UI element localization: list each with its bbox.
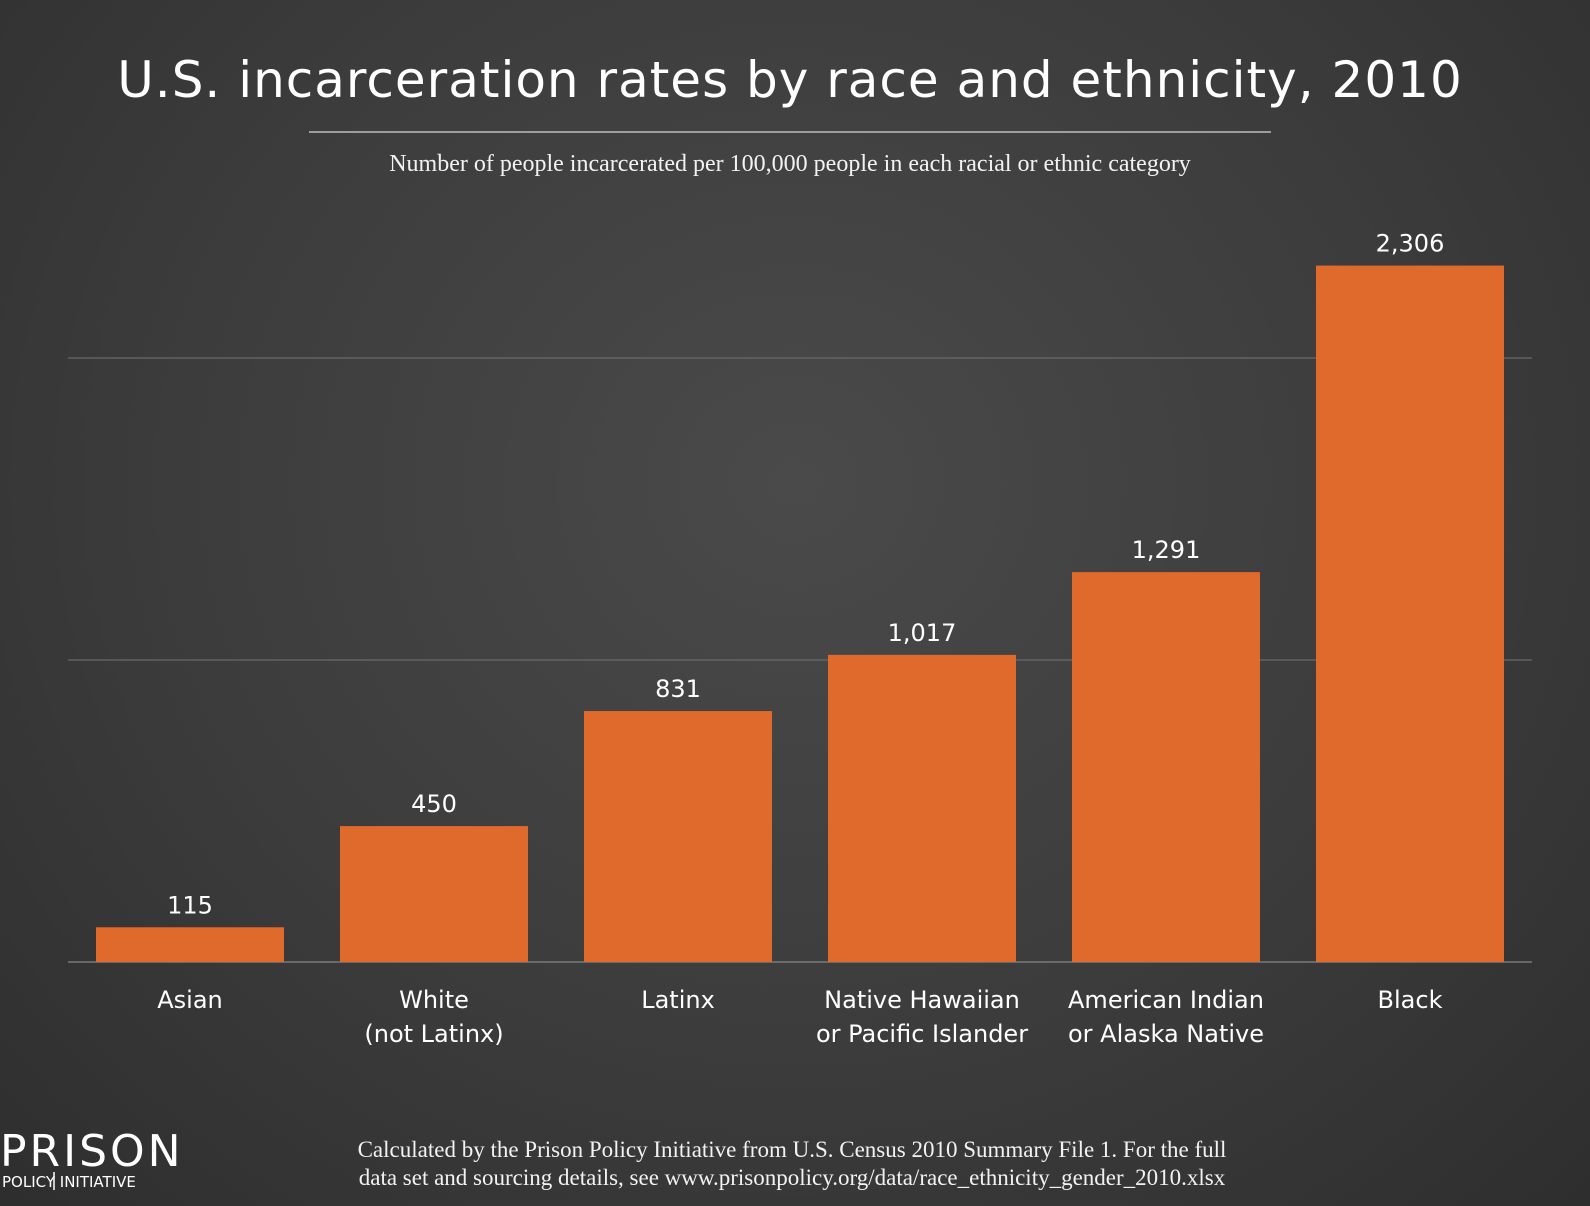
category-label: Native Hawaiian (824, 986, 1020, 1014)
data-label: 1,291 (1132, 536, 1201, 564)
bar (340, 826, 528, 962)
category-label: or Pacific Islander (816, 1020, 1028, 1048)
bars (96, 265, 1504, 962)
logo-policy-initiative: POLICY INITIATIVE (2, 1173, 136, 1191)
data-label: 115 (167, 891, 213, 919)
category-label: American Indian (1068, 986, 1264, 1014)
category-label: or Alaska Native (1068, 1020, 1264, 1048)
logo: PRISON POLICY INITIATIVE (0, 1126, 184, 1191)
data-labels: 115 450 831 1,017 1,291 2,306 (167, 230, 1444, 920)
chart-subtitle: Number of people incarcerated per 100,00… (389, 151, 1191, 177)
bar (1072, 572, 1260, 962)
bar (584, 711, 772, 962)
data-label: 450 (411, 790, 457, 818)
gridlines (68, 357, 1532, 661)
source-note-line-1: Calculated by the Prison Policy Initiati… (358, 1137, 1227, 1162)
source-note-line-2: data set and sourcing details, see www.p… (359, 1165, 1226, 1190)
data-label: 831 (655, 675, 701, 703)
category-label: Asian (157, 986, 223, 1014)
category-labels: Asian White (not Latinx) Latinx Native Hawai… (157, 986, 1442, 1048)
logo-prison: PRISON (0, 1126, 184, 1177)
data-label: 1,017 (888, 619, 957, 647)
category-label: (not Latinx) (364, 1020, 503, 1048)
category-label: Latinx (641, 986, 715, 1014)
data-label: 2,306 (1376, 230, 1445, 258)
category-label: Black (1378, 986, 1443, 1014)
chart-title: U.S. incarceration rates by race and eth… (117, 51, 1463, 109)
category-label: White (399, 986, 469, 1014)
bar (828, 654, 1016, 962)
bar (1316, 265, 1504, 962)
bar (96, 927, 284, 962)
